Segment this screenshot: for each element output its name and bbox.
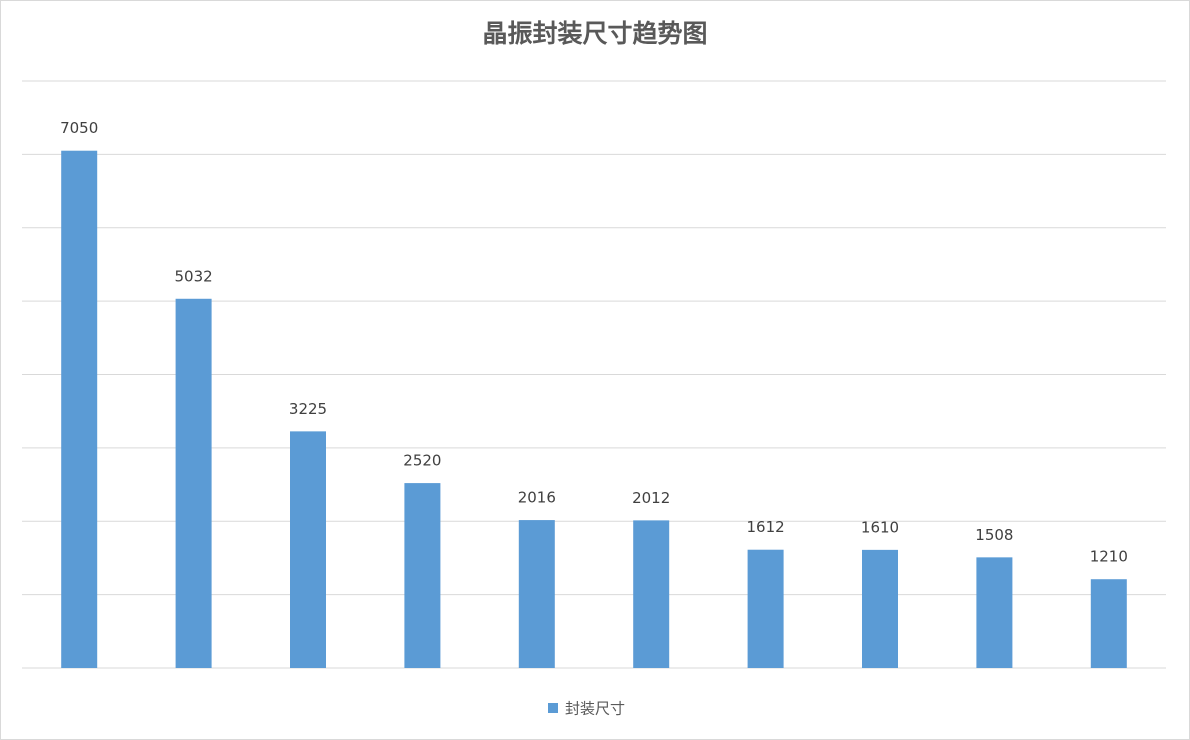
bar	[61, 150, 98, 669]
bar	[1090, 579, 1127, 668]
bar	[175, 298, 212, 668]
bar	[633, 520, 670, 668]
bar	[518, 520, 555, 668]
bar	[404, 483, 441, 668]
data-label: 1508	[975, 526, 1013, 544]
legend-label: 封装尺寸	[565, 700, 625, 718]
data-label: 2520	[403, 452, 441, 470]
data-label: 7050	[60, 119, 98, 137]
data-label: 2012	[632, 489, 670, 507]
chart-title: 晶振封装尺寸趋势图	[482, 19, 707, 48]
bar	[290, 431, 326, 668]
data-label: 2016	[518, 489, 556, 507]
data-label: 1612	[747, 518, 785, 536]
data-label: 3225	[289, 400, 327, 418]
data-label: 5032	[175, 267, 213, 285]
data-label: 1610	[861, 518, 899, 536]
bar	[747, 549, 784, 668]
legend-swatch	[548, 703, 558, 713]
bar	[976, 557, 1013, 668]
data-label: 1210	[1090, 548, 1128, 566]
bar	[862, 549, 898, 668]
